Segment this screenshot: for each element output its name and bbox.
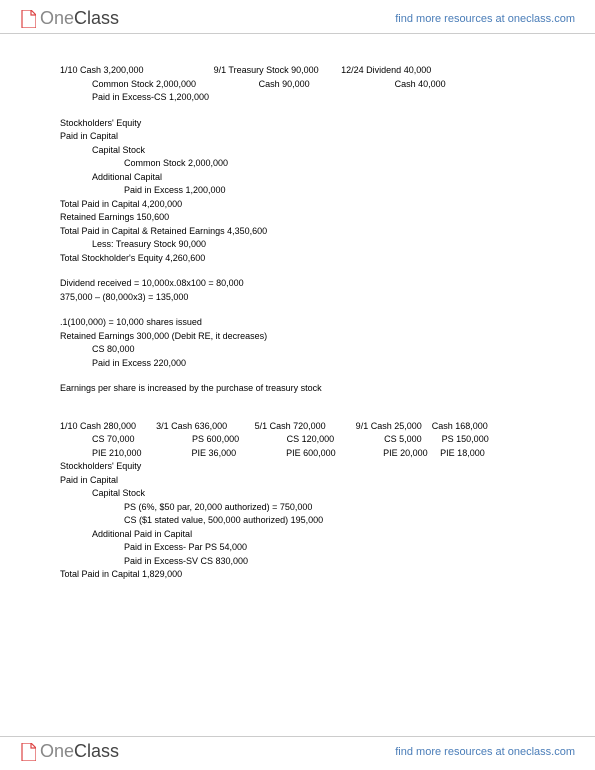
text-line: Retained Earnings 150,600 [60,211,535,225]
text-line: 375,000 – (80,000x3) = 135,000 [60,291,535,305]
text-line: CS 70,000 PS 600,000 CS 120,000 CS 5,000… [60,433,535,447]
document-content: 1/10 Cash 3,200,000 9/1 Treasury Stock 9… [0,34,595,592]
text-line: Stockholders' Equity [60,117,535,131]
brand-part1: One [40,8,74,29]
text-line: Capital Stock [60,487,535,501]
brand-logo: OneClass [20,8,119,29]
text-line: Total Paid in Capital & Retained Earning… [60,225,535,239]
brand-part1-footer: One [40,741,74,762]
text-line: Less: Treasury Stock 90,000 [60,238,535,252]
text-line: CS ($1 stated value, 500,000 authorized)… [60,514,535,528]
text-line: Capital Stock [60,144,535,158]
text-line: Paid in Excess 1,200,000 [60,184,535,198]
text-line: Common Stock 2,000,000 [60,157,535,171]
page-footer: OneClass find more resources at oneclass… [0,736,595,770]
brand-part2: Class [74,8,119,29]
text-line: Paid in Capital [60,474,535,488]
text-line: Retained Earnings 300,000 (Debit RE, it … [60,330,535,344]
text-line: 1/10 Cash 280,000 3/1 Cash 636,000 5/1 C… [60,420,535,434]
text-line: Dividend received = 10,000x.08x100 = 80,… [60,277,535,291]
text-line: Total Paid in Capital 4,200,000 [60,198,535,212]
document-icon [20,743,36,761]
header-link[interactable]: find more resources at oneclass.com [395,13,575,25]
text-line: CS 80,000 [60,343,535,357]
text-line: Total Stockholder's Equity 4,260,600 [60,252,535,266]
text-line: .1(100,000) = 10,000 shares issued [60,316,535,330]
text-line: PS (6%, $50 par, 20,000 authorized) = 75… [60,501,535,515]
text-line: 1/10 Cash 3,200,000 9/1 Treasury Stock 9… [60,64,535,78]
text-line: Earnings per share is increased by the p… [60,382,535,396]
footer-link[interactable]: find more resources at oneclass.com [395,746,575,758]
text-line: Common Stock 2,000,000 Cash 90,000 Cash … [60,78,535,92]
text-line: Stockholders' Equity [60,460,535,474]
text-line: Paid in Capital [60,130,535,144]
document-icon [20,10,36,28]
text-line: Paid in Excess 220,000 [60,357,535,371]
brand-part2-footer: Class [74,741,119,762]
brand-logo-footer: OneClass [20,741,119,762]
page-header: OneClass find more resources at oneclass… [0,0,595,34]
text-line: Total Paid in Capital 1,829,000 [60,568,535,582]
text-line: Paid in Excess- Par PS 54,000 [60,541,535,555]
text-line: Paid in Excess-CS 1,200,000 [60,91,535,105]
text-line: Paid in Excess-SV CS 830,000 [60,555,535,569]
text-line: Additional Capital [60,171,535,185]
text-line: Additional Paid in Capital [60,528,535,542]
text-line: PIE 210,000 PIE 36,000 PIE 600,000 PIE 2… [60,447,535,461]
